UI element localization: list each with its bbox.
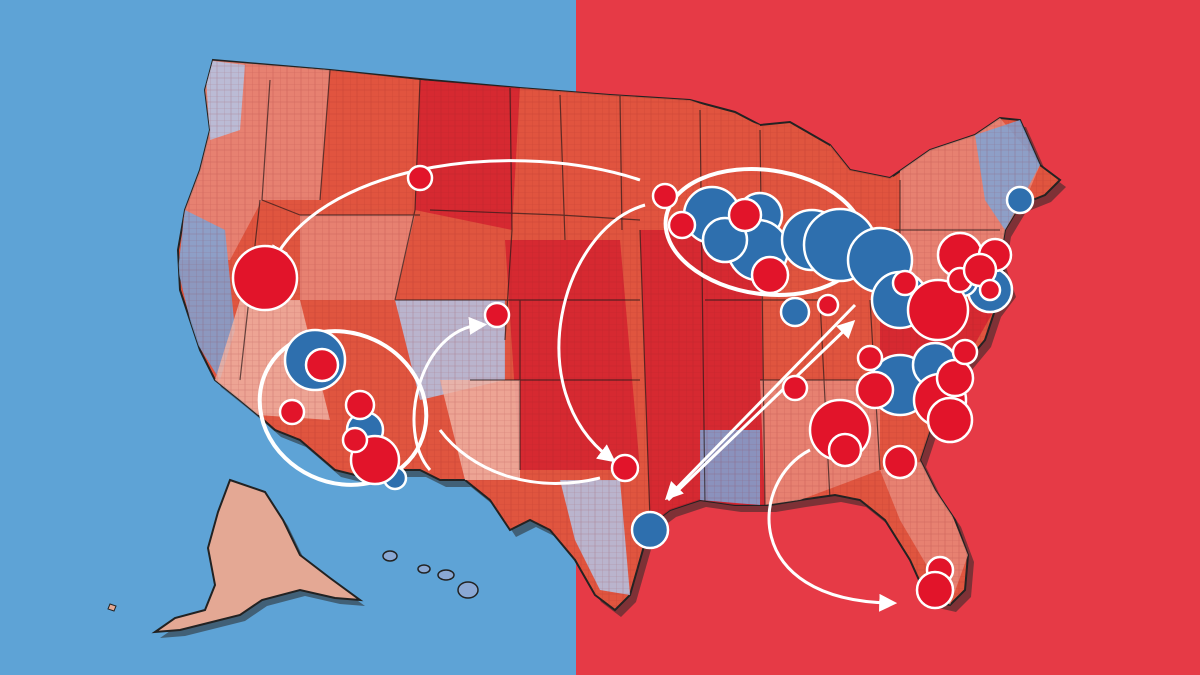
arrow-to-colorado [412,316,488,471]
red-county-bubble [816,293,840,317]
migration-arrows [271,159,898,612]
blue-county-bubble [1005,185,1035,215]
red-county-bubble [651,182,679,210]
southwest-cluster-ellipse [257,329,429,487]
red-county-bubble [882,444,918,480]
red-county-bubble [891,269,919,297]
red-county-bubble [926,396,974,444]
red-county-bubble [827,432,863,468]
alaska [107,478,364,634]
red-county-bubble [231,244,299,312]
red-county-bubble [781,374,809,402]
red-county-bubble [341,426,369,454]
red-county-bubble [278,398,306,426]
red-county-bubble [750,255,790,295]
red-county-bubble [406,164,434,192]
red-county-bubble [667,210,697,240]
red-county-bubble [344,389,376,421]
arrow-houston-to-atlanta [666,320,856,502]
arrow-to-dallas [557,203,646,463]
blue-county-bubble [630,510,670,550]
red-county-bubble [915,570,955,610]
red-county-bubble [935,358,975,398]
red-county-bubble [855,370,895,410]
arrow-kansas-loop [438,429,601,485]
arrow-ohio-to-houston [664,303,857,501]
county-bubbles [231,164,1035,610]
red-county-bubble [483,301,511,329]
arrow-to-florida [767,448,898,612]
red-county-bubble [304,347,340,383]
arrow-to-nevada [271,159,641,265]
hawaii [382,550,479,599]
red-county-bubble [951,338,979,366]
red-county-bubble [978,278,1002,302]
red-county-bubble [906,278,970,342]
red-county-bubble [610,453,640,483]
blue-county-bubble [779,296,811,328]
red-county-bubble [727,197,763,233]
red-county-bubble [856,344,884,372]
